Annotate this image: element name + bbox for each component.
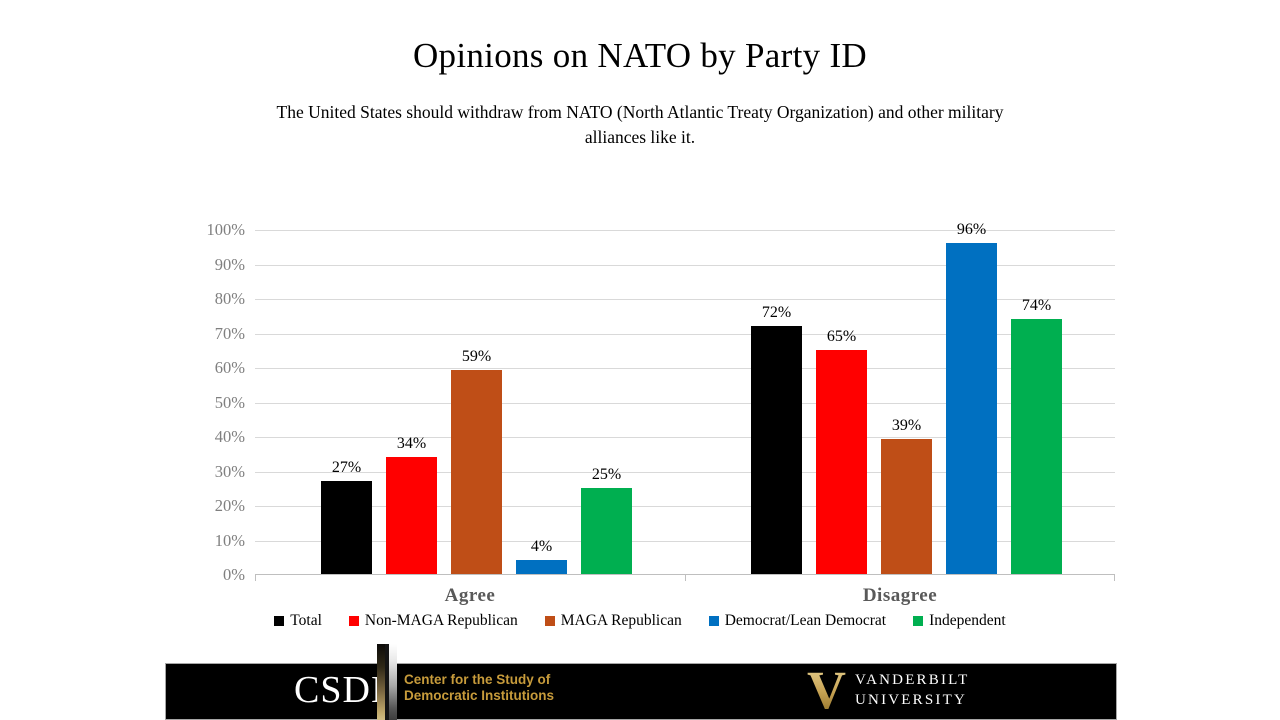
gridline-70 — [255, 333, 1115, 335]
x-axis-tick-2 — [1114, 575, 1115, 581]
csdi-name-line-1: Center for the Study of — [404, 672, 551, 687]
bar-disagree-democrat-lean-democrat: 96% — [946, 221, 997, 574]
legend-item-democrat-lean-democrat: Democrat/Lean Democrat — [708, 612, 887, 630]
vanderbilt-v-icon: V — [807, 660, 846, 720]
y-axis-tick-label: 40% — [214, 427, 245, 446]
gridline-80 — [255, 299, 1115, 300]
bar-value-label: 96% — [956, 220, 987, 238]
legend-label: Independent — [929, 612, 1006, 629]
legend-label: Non-MAGA Republican — [364, 612, 518, 629]
gridline-50 — [255, 402, 1115, 404]
csdi-divider-gap — [385, 644, 389, 720]
y-axis-tick-label: 60% — [214, 358, 245, 377]
bar-value-label: 39% — [891, 417, 922, 435]
vanderbilt-line-1: VANDERBILT — [855, 672, 970, 689]
y-axis-tick-label: 20% — [214, 496, 245, 515]
bar-group-disagree: 72% 65% 39% 96% 74% — [685, 221, 1115, 574]
bar-value-label: 25% — [591, 465, 622, 483]
bar-disagree-non-maga-republican: 65% — [816, 328, 867, 574]
x-axis-tick-0 — [255, 575, 256, 581]
csdi-divider-silver-stripe — [389, 644, 397, 720]
subtitle-line-1: The United States should withdraw from N… — [276, 102, 1004, 122]
bar-disagree-total: 72% — [751, 304, 802, 574]
vanderbilt-logo: V VANDERBILT UNIVERSITY — [807, 660, 970, 720]
legend-marker-maga-republican — [544, 616, 555, 626]
category-label-disagree: Disagree — [862, 585, 938, 606]
csdi-logo-text: CSDI — [294, 669, 385, 711]
legend-label: MAGA Republican — [560, 612, 682, 629]
subtitle-line-2: alliances like it. — [584, 127, 696, 148]
legend-item-total: Total — [274, 612, 322, 630]
chart-subtitle: The United States should withdraw from N… — [190, 100, 1090, 151]
y-axis-tick-label: 70% — [214, 323, 245, 343]
vanderbilt-line-2: UNIVERSITY — [855, 691, 967, 708]
legend-item-maga-republican: MAGA Republican — [544, 612, 682, 630]
bar-group-agree: 27% 34% 59% 4% 25% — [255, 230, 685, 574]
csdi-center-name: Center for the Study of Democratic Insti… — [404, 672, 554, 704]
legend-marker-democrat-lean-democrat — [708, 616, 719, 626]
bar-agree-maga-republican: 59% — [451, 348, 502, 574]
bar-value-label: 65% — [826, 327, 857, 345]
x-axis-tick-1 — [685, 575, 686, 581]
bar-disagree-maga-republican: 39% — [881, 417, 932, 574]
footer-banner: CSDI Center for the Study of Democratic … — [165, 663, 1117, 720]
bar-value-label: 4% — [530, 538, 553, 556]
legend-item-non-maga-republican: Non-MAGA Republican — [348, 612, 518, 630]
csdi-name-line-2: Democratic Institutions — [404, 688, 555, 704]
bar-agree-non-maga-republican: 34% — [386, 435, 437, 574]
y-axis-tick-label: 50% — [214, 392, 245, 412]
category-axis: Agree Disagree — [255, 585, 1115, 607]
legend-label: Democrat/Lean Democrat — [724, 612, 887, 629]
csdi-divider-gold-stripe — [377, 644, 385, 720]
bar-chart-plot-area: 0% 10% 20% 30% 40% 50% 60% 70% 80% 90% 100% 27% 34% 5… — [207, 220, 1115, 584]
gridline-10 — [255, 540, 1115, 542]
y-axis-tick-label: 90% — [214, 254, 245, 274]
bar-value-label: 59% — [461, 348, 492, 366]
chart-title: Opinions on NATO by Party ID — [412, 36, 867, 75]
legend-item-independent: Independent — [913, 612, 1006, 630]
bar-agree-independent: 25% — [581, 466, 632, 574]
gridline-40 — [255, 437, 1115, 438]
bar-value-label: 34% — [396, 434, 427, 452]
gridline-30 — [255, 471, 1115, 473]
gridline-100 — [255, 230, 1115, 231]
vanderbilt-wordmark: VANDERBILT UNIVERSITY — [855, 671, 970, 710]
legend-marker-non-maga-republican — [348, 616, 359, 626]
bar-agree-total: 27% — [321, 459, 372, 574]
y-axis-tick-label: 30% — [214, 461, 245, 481]
bar-value-label: 74% — [1021, 296, 1052, 314]
y-axis-tick-label: 0% — [223, 565, 245, 584]
gridline-20 — [255, 506, 1115, 507]
category-label-agree: Agree — [444, 585, 496, 606]
gridline-90 — [255, 264, 1115, 266]
bar-disagree-independent: 74% — [1011, 297, 1062, 574]
gridline-60 — [255, 368, 1115, 369]
y-axis-tick-label: 80% — [214, 289, 245, 308]
y-axis-tick-label: 10% — [214, 530, 245, 550]
legend-label: Total — [290, 612, 322, 629]
bar-agree-democrat-lean-democrat: 4% — [516, 538, 567, 574]
y-axis-tick-label: 100% — [206, 220, 246, 239]
bar-value-label: 27% — [331, 458, 362, 476]
legend-marker-independent — [913, 616, 924, 626]
legend-marker-total — [274, 616, 285, 626]
chart-legend: Total Non-MAGA Republican MAGA Republican D… — [170, 612, 1110, 630]
bar-value-label: 72% — [761, 303, 792, 321]
